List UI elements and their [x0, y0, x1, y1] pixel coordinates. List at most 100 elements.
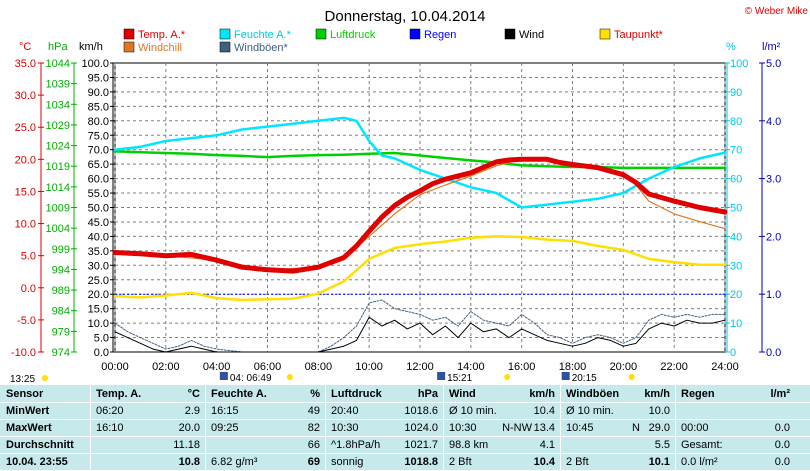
pressure-tick-label: 984	[52, 306, 70, 318]
stats-gust-value: 10.0	[648, 405, 670, 417]
humidity-tick-label: 40	[730, 231, 742, 243]
temp-tick-label: 10.0	[15, 219, 36, 231]
temp-tick-label: 20.0	[15, 154, 36, 166]
stats-gust-time: 10:45	[566, 422, 594, 434]
pressure-tick-label: 1019	[46, 161, 70, 173]
grid	[114, 62, 726, 353]
stats-hum-value: 49	[307, 405, 320, 417]
sun-marker	[286, 374, 293, 380]
legend-swatch	[219, 28, 231, 40]
stats-wind-dir: N-NW	[502, 422, 532, 434]
stats-rain-time: 0.0 l/m²	[681, 456, 718, 468]
legend-label: Windböen*	[234, 42, 289, 54]
legend-label: Feuchte A.*	[234, 29, 292, 41]
series-line	[112, 156, 728, 274]
temp-tick-label: 15.0	[15, 186, 36, 198]
time-marker-label: 13:25	[10, 374, 35, 385]
x-tick-label: 00:00	[101, 361, 129, 373]
series-line	[114, 316, 726, 353]
legend-label: Windchill	[138, 42, 182, 54]
left-axes: 35.0 30.0 25.0 20.0 15.0 10.0 5.0 0.0 -5.0 -10.0 1…	[11, 58, 116, 359]
pressure-tick-label: 1039	[46, 79, 70, 91]
pressure-tick-label: 994	[52, 264, 70, 276]
stats-col-divider	[205, 385, 206, 471]
stats-col-divider	[560, 385, 561, 471]
stats-rain-value: 0.0	[774, 439, 790, 451]
marker-icon	[219, 372, 228, 380]
legend-label: Luftdruck	[330, 29, 376, 41]
pressure-tick-label: 1009	[46, 203, 70, 215]
stats-press-value: 1018.8	[404, 456, 438, 468]
humidity-tick-label: 20	[730, 289, 742, 301]
stats-press-time: 20:40	[331, 405, 359, 417]
temp-axis-unit: °C	[19, 41, 31, 53]
stats-gust-dir: N	[632, 422, 640, 434]
marker-icon	[561, 372, 570, 380]
sun-marker	[504, 374, 511, 380]
stats-press-time: ^1.8hPa/h	[331, 439, 381, 451]
legend-label: Wind	[519, 29, 544, 41]
stats-hum-value: 66	[307, 439, 320, 451]
weather-chart: Donnerstag, 10.04.2014 © Weber Mike Temp…	[10, 6, 809, 385]
wind-tick-label: 100.0	[81, 58, 109, 70]
stats-temp-time: 06:20	[96, 405, 124, 417]
stats-wind-time: 98.8 km	[449, 439, 489, 451]
humidity-tick-label: 80	[730, 116, 742, 128]
x-tick-label: 16:00	[508, 361, 536, 373]
wind-tick-label: 25.0	[88, 275, 109, 287]
series-line	[113, 150, 727, 170]
temp-tick-label: 35.0	[15, 58, 36, 70]
stats-hum-value: 69	[307, 456, 320, 468]
stats-rain-value: 0.0	[774, 456, 790, 468]
series-line	[113, 235, 727, 302]
stats-rain-time: 00:00	[681, 422, 709, 434]
stats-header-gust-unit: km/h	[644, 388, 670, 400]
x-axis: 00:00 02:00 04:00 06:00 08:00 10:00 12:00 14:00…	[101, 361, 739, 373]
rain-tick-label: 2.0	[766, 231, 781, 243]
stats-header-sensor: Sensor	[6, 388, 44, 400]
wind-tick-label: 10.0	[88, 318, 109, 330]
stats-wind-time: 10:30	[449, 422, 477, 434]
stats-wind-value: 10.4	[533, 456, 555, 468]
copyright-text: © Weber Mike	[745, 6, 809, 17]
stats-wind-time: Ø 10 min.	[449, 405, 497, 417]
wind-tick-label: 65.0	[88, 159, 109, 171]
stats-wind-value: 4.1	[539, 439, 555, 451]
stats-header-temp-unit: °C	[187, 388, 200, 400]
plot-area	[112, 116, 728, 353]
series-line	[114, 299, 726, 353]
pressure-tick-label: 1029	[46, 120, 70, 132]
wind-tick-label: 45.0	[88, 217, 109, 229]
x-tick-label: 20:00	[610, 361, 638, 373]
x-tick-label: 18:00	[559, 361, 587, 373]
temp-tick-label: -5.0	[17, 315, 36, 327]
stats-col-divider	[90, 385, 91, 471]
stats-gust-time: 2 Bft	[566, 456, 589, 468]
stats-header-press-unit: hPa	[417, 388, 438, 400]
wind-tick-label: 90.0	[88, 87, 109, 99]
wind-tick-label: 55.0	[88, 188, 109, 200]
stats-temp-value: 20.0	[178, 422, 200, 434]
stats-header-hum: Feuchte A.	[211, 388, 267, 400]
sun-marker	[42, 375, 48, 381]
stats-header-rain-unit: l/m²	[770, 388, 790, 400]
stats-press-value: 1021.7	[404, 439, 438, 451]
rain-axis-unit: l/m²	[762, 41, 781, 53]
time-markers: 13:25 04: 06:49 15:21 20:15	[10, 372, 635, 385]
stats-gust-value: 5.5	[654, 439, 670, 451]
x-tick-label: 08:00	[305, 361, 333, 373]
rain-tick-label: 3.0	[766, 174, 781, 186]
rain-tick-label: 1.0	[766, 289, 781, 301]
series-line	[114, 158, 726, 271]
wind-axis-unit: km/h	[79, 41, 103, 53]
humidity-tick-label: 50	[730, 203, 742, 215]
stats-wind-time: 2 Bft	[449, 456, 472, 468]
stats-hum-time: 16:15	[211, 405, 239, 417]
stats-header-temp: Temp. A.	[96, 388, 142, 400]
legend-swatch	[599, 28, 611, 40]
stats-hum-value: 82	[307, 422, 320, 434]
wind-tick-label: 40.0	[88, 231, 109, 243]
stats-press-value: 1018.6	[404, 405, 438, 417]
x-tick-label: 22:00	[660, 361, 688, 373]
